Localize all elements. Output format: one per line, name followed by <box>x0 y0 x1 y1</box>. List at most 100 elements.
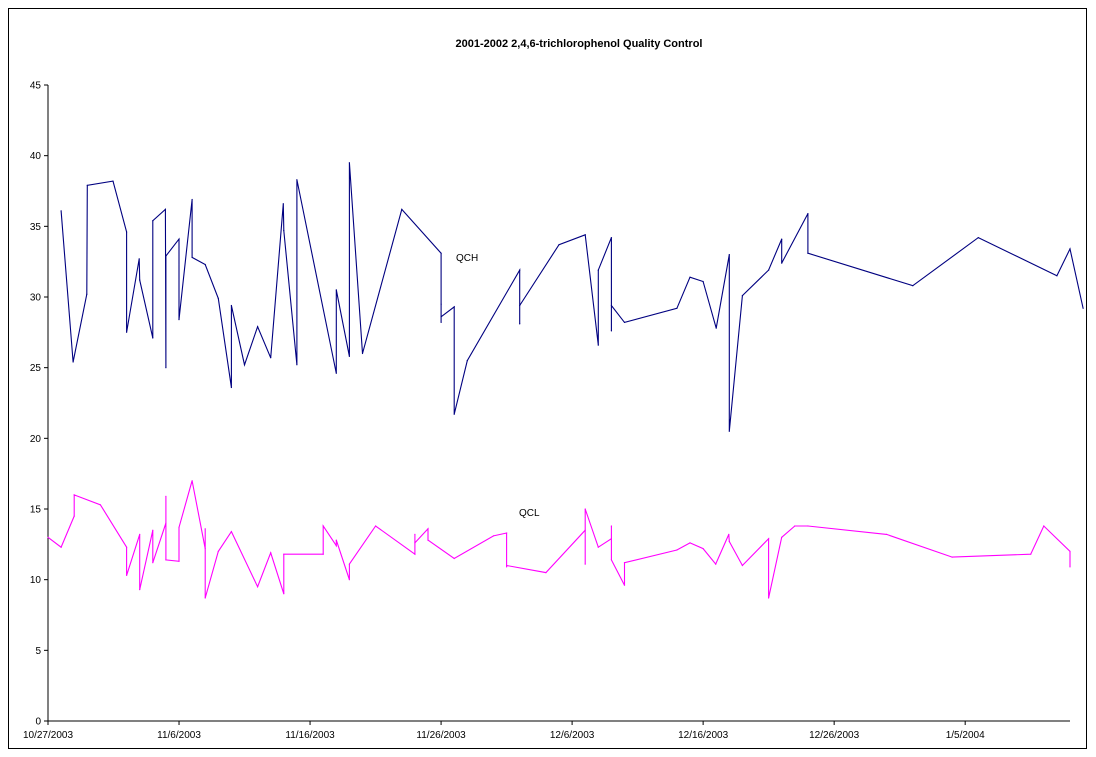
data-point-qcl <box>506 564 508 567</box>
data-point-qch <box>440 252 442 254</box>
series-line-qcl <box>47 480 1071 599</box>
data-point-qch <box>597 344 599 346</box>
data-point-qch <box>519 269 521 271</box>
data-point-qch <box>781 262 783 264</box>
data-point-qcl <box>204 528 206 530</box>
data-point-qcl <box>73 515 75 517</box>
data-point-qch <box>152 220 154 222</box>
data-point-qch <box>1056 275 1058 277</box>
data-point-qcl <box>322 553 324 555</box>
chart-frame: 2001-2002 2,4,6-trichlorophenol Quality … <box>8 8 1087 749</box>
data-point-qcl <box>584 563 586 565</box>
data-point-qcl <box>152 529 154 531</box>
data-point-qcl <box>1069 550 1071 553</box>
data-point-qch <box>296 364 298 366</box>
data-point-qch <box>715 327 717 329</box>
data-point-qch <box>689 276 691 278</box>
data-point-qcl <box>715 563 717 565</box>
data-point-qcl <box>375 525 377 527</box>
data-point-qch <box>781 238 783 240</box>
data-point-qcl <box>768 597 770 599</box>
data-point-qch <box>453 413 455 415</box>
data-point-qch <box>676 307 678 309</box>
data-point-qch <box>152 337 154 339</box>
data-point-qcl <box>126 574 128 577</box>
y-tick-label: 40 <box>30 151 42 162</box>
data-point-qcl <box>270 552 272 554</box>
data-point-qcl <box>584 508 586 510</box>
data-point-qch <box>519 304 521 307</box>
data-point-qch <box>335 372 337 374</box>
x-tick-label: 11/16/2003 <box>285 730 335 741</box>
data-point-qch <box>72 361 74 363</box>
data-point-qch <box>139 279 141 281</box>
data-point-qcl <box>178 526 180 529</box>
data-point-qch <box>466 360 468 362</box>
data-point-qch <box>230 386 232 389</box>
axes: 0 5 10 15 20 25 30 35 40 45 10/27/2003 11/6/2003 11/… <box>23 81 1070 741</box>
data-point-qcl <box>794 525 796 527</box>
x-tick-label: 12/26/2003 <box>809 730 859 741</box>
data-point-qcl <box>230 531 232 533</box>
data-point-qch <box>610 237 613 239</box>
data-point-qch <box>335 289 337 291</box>
y-tick-label: 20 <box>30 434 42 445</box>
y-tick-label: 30 <box>30 293 42 304</box>
data-point-qch <box>191 256 193 258</box>
data-point-qcl <box>702 548 704 550</box>
data-point-qch <box>270 357 272 359</box>
data-point-qcl <box>283 553 285 555</box>
data-point-qcl <box>597 546 599 548</box>
y-tick-label: 5 <box>35 646 41 657</box>
x-tick-label: 12/16/2003 <box>678 730 728 741</box>
data-point-qch <box>597 269 599 271</box>
data-point-qch <box>977 237 979 239</box>
data-point-qch <box>165 367 167 369</box>
data-point-qch <box>453 306 455 308</box>
data-point-qcl <box>886 533 888 536</box>
data-point-qch <box>348 355 350 357</box>
data-point-qch <box>440 303 442 305</box>
data-point-qch <box>584 234 586 236</box>
data-point-qcl <box>1030 553 1032 555</box>
data-point-qcl <box>610 525 613 527</box>
data-point-qch <box>178 238 180 240</box>
x-tick-label: 1/5/2004 <box>946 730 985 741</box>
data-point-qcl <box>414 533 416 536</box>
x-tick-label: 11/6/2003 <box>157 730 201 741</box>
data-point-qch <box>558 244 560 246</box>
data-point-qch <box>243 364 246 366</box>
data-point-qcl <box>427 539 429 541</box>
y-tick-label: 25 <box>30 363 42 374</box>
data-point-qch <box>728 254 730 256</box>
data-point-qcl <box>414 542 416 544</box>
data-point-qcl <box>427 528 429 530</box>
data-point-qcl <box>191 480 193 482</box>
data-point-qch <box>191 198 193 201</box>
data-point-qcl <box>152 562 154 564</box>
data-point-qcl <box>139 589 141 591</box>
data-point-qcl <box>178 560 180 562</box>
data-point-qch <box>217 297 219 299</box>
data-point-qch <box>112 180 114 182</box>
data-point-qcl <box>545 572 547 574</box>
data-point-qch <box>519 323 521 325</box>
data-point-qcl <box>453 557 455 560</box>
data-point-qch <box>282 203 284 205</box>
data-point-qch <box>768 269 770 271</box>
data-point-qch <box>257 326 259 328</box>
data-point-qcl <box>126 546 128 548</box>
data-point-qcl <box>348 563 350 565</box>
data-point-qcl <box>348 579 350 581</box>
data-point-qcl <box>728 540 730 543</box>
data-point-qcl <box>283 593 285 595</box>
data-point-qch <box>807 213 809 215</box>
data-point-qch <box>440 321 442 323</box>
data-point-qch <box>610 304 613 307</box>
data-point-qch <box>741 295 744 297</box>
data-point-qch <box>623 321 626 323</box>
x-tick-label: 11/26/2003 <box>416 730 466 741</box>
data-point-qcl <box>584 529 586 531</box>
y-tick-label: 0 <box>35 717 41 728</box>
data-point-qcl <box>610 538 613 540</box>
